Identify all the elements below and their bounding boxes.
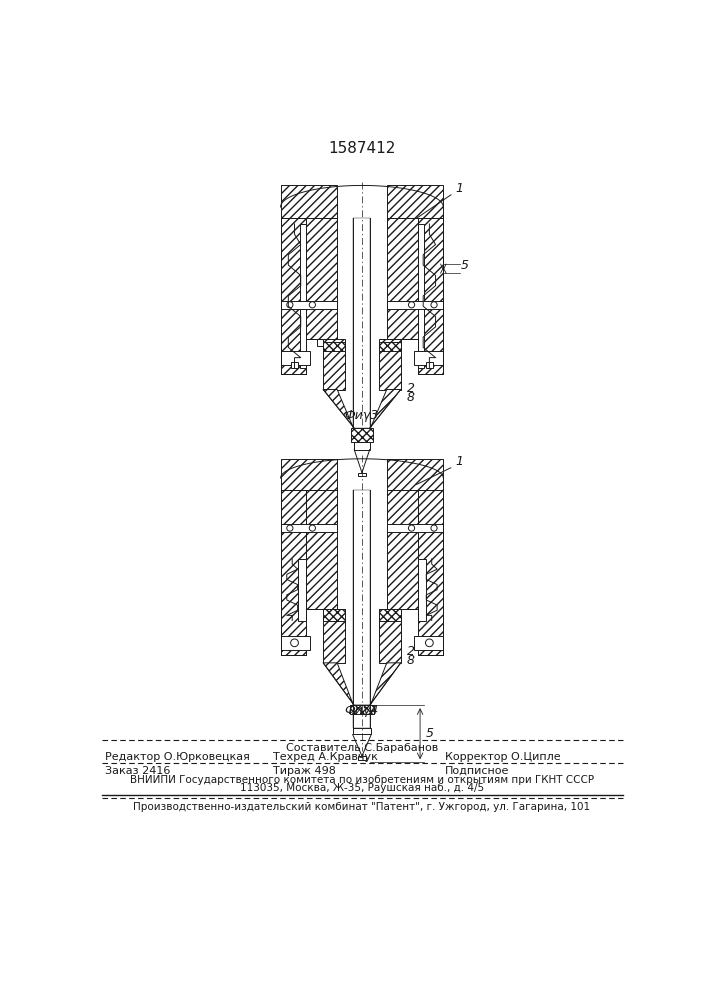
Circle shape (287, 525, 293, 531)
Bar (387, 185, 443, 218)
Bar (414, 351, 443, 365)
Bar (281, 351, 310, 365)
Bar (323, 339, 345, 389)
Bar (306, 218, 337, 339)
Text: Тираж 498: Тираж 498 (273, 766, 336, 776)
Bar (317, 339, 323, 346)
Text: 1587412: 1587412 (328, 141, 396, 156)
Bar (426, 362, 433, 368)
Bar (349, 705, 374, 714)
Bar (354, 218, 370, 428)
Bar (387, 524, 443, 532)
Bar (379, 609, 401, 620)
Text: Производственно-издательский комбинат "Патент", г. Ужгород, ул. Гагарина, 101: Производственно-издательский комбинат "П… (134, 802, 590, 812)
Text: Заказ 2416: Заказ 2416 (105, 766, 171, 776)
Text: Техред А.Кравчук: Техред А.Кравчук (273, 752, 378, 762)
Text: ВНИИПИ Государственного комитета по изобретениям и открытиям при ГКНТ СССР: ВНИИПИ Государственного комитета по изоб… (130, 775, 594, 785)
Circle shape (309, 302, 315, 308)
Text: Подписное: Подписное (445, 766, 509, 776)
Bar (418, 218, 443, 374)
Bar (351, 428, 373, 442)
Text: 2: 2 (407, 382, 415, 395)
Bar (358, 756, 366, 760)
Text: 1: 1 (455, 455, 463, 468)
Circle shape (431, 525, 437, 531)
Circle shape (291, 639, 298, 647)
Circle shape (426, 639, 433, 647)
Text: 1: 1 (455, 182, 463, 195)
Bar (281, 301, 337, 309)
Bar (418, 559, 426, 620)
Polygon shape (370, 389, 401, 428)
Text: Составитель С.Барабанов: Составитель С.Барабанов (286, 743, 438, 753)
Text: 5: 5 (461, 259, 469, 272)
Circle shape (409, 302, 414, 308)
Circle shape (287, 302, 293, 308)
Bar (414, 636, 443, 650)
Polygon shape (370, 663, 401, 705)
Bar (281, 524, 337, 532)
Bar (281, 636, 310, 650)
Bar (379, 342, 401, 351)
Bar (281, 459, 337, 490)
Circle shape (309, 525, 315, 531)
Bar (418, 490, 443, 655)
Bar (323, 609, 345, 663)
Text: Редактор О.Юрковецкая: Редактор О.Юрковецкая (105, 752, 250, 762)
Circle shape (431, 302, 437, 308)
Bar (281, 185, 337, 218)
Bar (354, 442, 370, 450)
Bar (298, 559, 306, 620)
Text: 8: 8 (407, 391, 415, 404)
Text: 5: 5 (426, 727, 433, 740)
Circle shape (409, 525, 414, 531)
Text: Фиγ4: Фиγ4 (345, 704, 379, 717)
Bar (306, 490, 337, 609)
Text: Корректор О.Ципле: Корректор О.Ципле (445, 752, 561, 762)
Bar (358, 473, 366, 476)
Polygon shape (323, 663, 354, 705)
Bar (300, 224, 306, 368)
Bar (291, 362, 298, 368)
Bar (354, 705, 370, 728)
Text: 8: 8 (407, 654, 415, 667)
Text: 113035, Москва, Ж-35, Раушская наб., д. 4/5: 113035, Москва, Ж-35, Раушская наб., д. … (240, 783, 484, 793)
Bar (354, 490, 370, 705)
Text: 2: 2 (407, 645, 415, 658)
Bar (387, 218, 418, 339)
Bar (353, 728, 371, 734)
Text: Фиγ3: Фиγ3 (345, 409, 379, 422)
Bar (379, 339, 401, 389)
Bar (418, 224, 424, 368)
Bar (387, 490, 418, 609)
Bar (387, 301, 443, 309)
Bar (281, 218, 306, 374)
Bar (323, 609, 345, 620)
Bar (323, 342, 345, 351)
Bar (379, 609, 401, 663)
Bar (281, 490, 306, 655)
Bar (387, 459, 443, 490)
Polygon shape (323, 389, 354, 428)
